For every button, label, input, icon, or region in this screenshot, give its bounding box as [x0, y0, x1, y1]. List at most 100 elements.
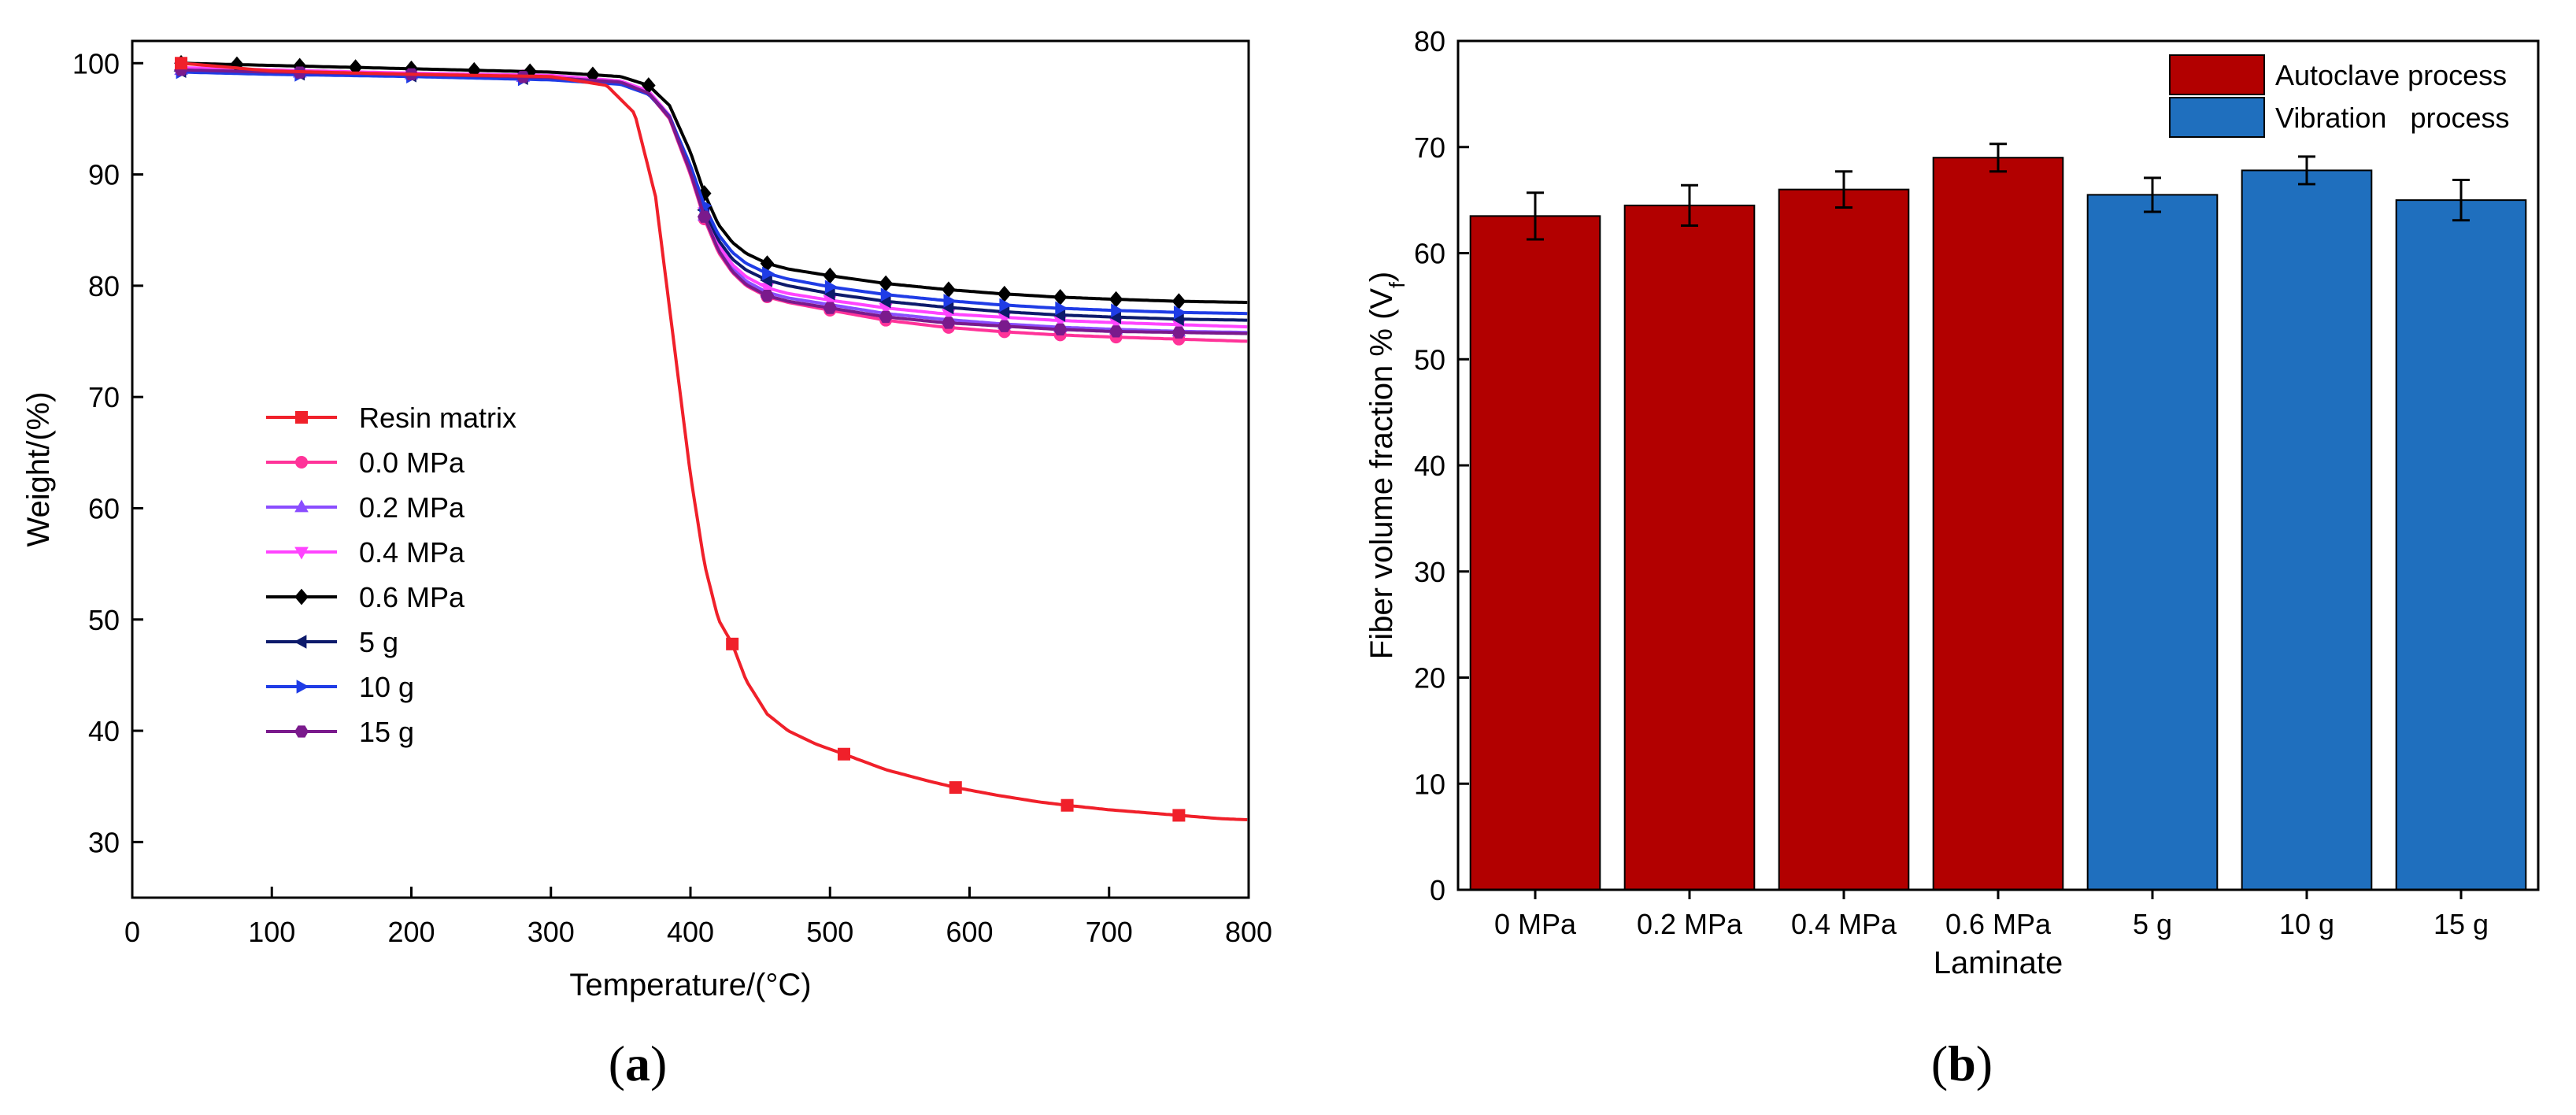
- data-point: [1108, 309, 1122, 324]
- legend-label: 0.0 MPa: [359, 446, 465, 479]
- legend-item: Autoclave process: [2169, 54, 2507, 95]
- bar-group: 0.2 MPa: [1623, 183, 1756, 940]
- data-point: [1173, 305, 1186, 320]
- series-line: [180, 68, 1248, 335]
- x-tick-label: 300: [527, 916, 575, 948]
- x-tick-label: 600: [946, 916, 993, 948]
- y-tick-label: 10: [1414, 768, 1445, 800]
- bar-y-axis-title: Fiber volume fraction % (Vf): [1364, 272, 1409, 659]
- bar-group: 0 MPa: [1469, 191, 1601, 940]
- y-tick-label: 80: [88, 270, 120, 302]
- legend-marker: [294, 546, 309, 560]
- bar-y-axis-title-sub: f: [1385, 282, 1409, 288]
- bar-group: 0.4 MPa: [1778, 170, 1910, 940]
- data-point: [175, 57, 188, 70]
- bar-group: 5 g: [2086, 176, 2219, 940]
- legend-marker: [294, 725, 309, 738]
- legend-item: Resin matrix: [266, 402, 516, 434]
- tga-x-axis-title: Temperature/(°C): [569, 968, 811, 1002]
- x-tick-label: 5 g: [2133, 908, 2172, 940]
- series-line: [181, 69, 1248, 322]
- series-0-4-mpa: [174, 62, 1248, 332]
- y-tick-label: 50: [1414, 343, 1445, 376]
- data-point: [822, 286, 835, 301]
- panel-label-a-close: ): [650, 1035, 667, 1091]
- data-point: [942, 281, 956, 298]
- data-point: [1171, 326, 1186, 339]
- x-tick-label: 400: [667, 916, 714, 948]
- legend-label: Resin matrix: [359, 402, 516, 434]
- legend-item: 0.0 MPa: [266, 446, 465, 479]
- series-0-0-mpa: [175, 62, 1248, 346]
- panel-label-b-open: (: [1931, 1035, 1948, 1091]
- y-tick-label: 80: [1414, 25, 1445, 57]
- data-point: [1108, 291, 1123, 308]
- bar-legend: Autoclave process Vibration process: [2169, 54, 2510, 138]
- series-10-g: [176, 65, 1248, 320]
- tga-line-chart: 0 100 200 300 400 500 600 700 800 30 40 50 60 70 80 90 1…: [21, 39, 1272, 1002]
- data-point: [837, 747, 850, 761]
- x-tick-label: 0 MPa: [1494, 908, 1577, 940]
- data-point: [1055, 301, 1068, 316]
- legend-label: 0.2 MPa: [359, 491, 465, 524]
- bar: [2241, 169, 2373, 891]
- x-tick-label: 200: [387, 916, 435, 948]
- legend-item: 15 g: [266, 716, 414, 748]
- bar: [2395, 199, 2527, 891]
- data-point: [823, 302, 838, 314]
- panel-label-a-letter: a: [625, 1035, 650, 1091]
- bar-group: 10 g: [2241, 155, 2373, 940]
- panel-label-b: (b): [1931, 1035, 1993, 1091]
- data-point: [880, 287, 894, 302]
- series-line: [180, 70, 1248, 316]
- data-point: [879, 275, 893, 292]
- data-point: [1053, 323, 1068, 335]
- legend-label: 5 g: [359, 626, 398, 658]
- data-point: [760, 289, 775, 302]
- y-tick-label: 60: [88, 492, 120, 524]
- data-point: [1171, 293, 1186, 310]
- legend-label: 10 g: [359, 671, 414, 703]
- data-point: [949, 781, 962, 795]
- y-tick-label: 90: [88, 159, 120, 191]
- series-line: [180, 67, 1248, 343]
- y-tick-label: 40: [88, 715, 120, 747]
- data-point: [759, 272, 772, 287]
- data-point: [824, 280, 838, 294]
- y-tick-label: 30: [1414, 556, 1445, 588]
- data-point: [879, 310, 893, 324]
- x-tick-label: 0.6 MPa: [1945, 908, 2052, 940]
- x-tick-label: 0: [124, 916, 140, 948]
- tga-legend: Resin matrix 0.0 MPa 0.2 MPa 0.4 MPa 0.6 MPa…: [266, 402, 516, 748]
- legend-marker: [294, 588, 309, 606]
- data-point: [999, 298, 1012, 313]
- bar: [1778, 188, 1910, 891]
- legend-swatch: [2169, 97, 2265, 138]
- tga-y-axis-title: Weight/(%): [21, 391, 56, 546]
- x-tick-label: 10 g: [2279, 908, 2334, 940]
- legend-item: 10 g: [266, 671, 414, 703]
- y-tick-label: 50: [88, 604, 120, 636]
- tga-axis-ticks: 0 100 200 300 400 500 600 700 800 30 40 50 60 70 80 90 1…: [72, 47, 1272, 948]
- series-line: [180, 61, 1248, 821]
- tga-series-group: [173, 54, 1248, 822]
- y-tick-label: 60: [1414, 238, 1445, 270]
- x-tick-label: 700: [1086, 916, 1133, 948]
- fiber-volume-bar-chart: 0 10 20 30 40 50 60 70 80 0 MPa 0.2 MPa 0.4 MPa 0.6…: [1364, 25, 2540, 980]
- y-tick-label: 70: [1414, 132, 1445, 164]
- data-point: [762, 266, 775, 281]
- bar-y-axis-title-close: ): [1364, 272, 1399, 282]
- panel-label-a: (a): [609, 1035, 668, 1091]
- panel-label-a-open: (: [609, 1035, 625, 1091]
- x-tick-label: 500: [806, 916, 853, 948]
- bar-y-axis-title-main: Fiber volume fraction % (V: [1364, 288, 1399, 660]
- x-tick-label: 0.2 MPa: [1637, 908, 1743, 940]
- data-point: [1111, 303, 1124, 318]
- data-point: [878, 294, 891, 309]
- y-tick-label: 40: [1414, 450, 1445, 482]
- legend-marker: [295, 456, 308, 469]
- legend-marker: [294, 499, 309, 513]
- bar-plot-frame: [1456, 39, 2540, 891]
- panel-label-b-close: ): [1976, 1035, 1993, 1091]
